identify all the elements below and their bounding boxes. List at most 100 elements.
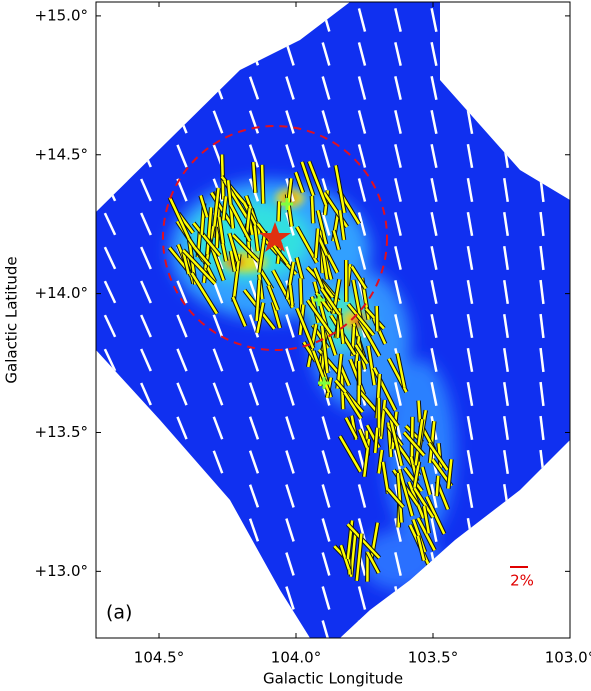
vector-segment <box>430 177 438 203</box>
vector-segment <box>307 160 328 207</box>
vector-segment <box>182 249 216 285</box>
vector-segment <box>210 191 234 227</box>
vector-segment <box>103 42 117 66</box>
vector-segment <box>357 518 367 542</box>
vector-segment <box>285 144 295 168</box>
vector-segment <box>381 461 390 494</box>
vector-segment <box>190 272 218 315</box>
vector-segment <box>435 475 440 497</box>
vector-segment <box>394 382 402 406</box>
vector-segment <box>212 586 224 610</box>
vector-segment <box>176 178 188 202</box>
vector-segment <box>539 347 545 373</box>
vector-segment <box>539 7 545 33</box>
vector-segment <box>338 435 362 473</box>
plot-frame <box>95 1 571 639</box>
vector-segment <box>466 177 474 203</box>
vector-segment <box>103 246 117 270</box>
vector-segment <box>306 299 334 336</box>
vector-segment <box>369 522 379 561</box>
vector-segment <box>285 416 295 440</box>
vector-segment <box>349 530 357 577</box>
vector-segment <box>248 416 260 440</box>
vector-segment <box>226 180 235 229</box>
vector-segment <box>176 144 188 168</box>
vector-segment <box>248 382 260 406</box>
vector-segment <box>343 392 363 420</box>
vector-segment <box>295 307 315 349</box>
vector-segment <box>140 620 152 638</box>
vector-segment <box>414 419 424 466</box>
vector-segment <box>312 350 331 393</box>
x-tick-label: 103.0° <box>545 649 591 667</box>
vector-segment <box>394 8 402 32</box>
vector-segment <box>176 76 188 100</box>
vector-segment <box>232 234 260 263</box>
y-tick-label: +14.5° <box>35 145 88 163</box>
region-circle <box>162 125 388 351</box>
vector-segment <box>466 143 474 169</box>
vector-segment <box>539 551 545 577</box>
vector-segment <box>430 619 438 638</box>
vector-segment <box>285 484 295 508</box>
vector-segment <box>394 246 402 270</box>
vector-segment <box>321 450 331 474</box>
vector-segment <box>503 381 509 407</box>
y-axis-label: Galactic Latitude <box>3 256 21 383</box>
y-tick-label: +13.0° <box>35 562 88 580</box>
vector-segment <box>176 416 188 440</box>
vector-segment <box>394 212 402 236</box>
vector-segment <box>357 484 367 508</box>
vector-segment <box>447 459 453 489</box>
vector-segment <box>212 382 224 406</box>
vector-segment <box>140 484 152 508</box>
vector-segment <box>430 75 438 101</box>
vector-segment <box>232 254 241 302</box>
vector-segment <box>103 314 117 338</box>
vector-segment <box>357 76 367 100</box>
vector-segment <box>422 505 431 534</box>
vector-segment <box>503 245 509 271</box>
vector-segment <box>285 518 295 542</box>
vector-segment <box>321 416 331 440</box>
vector-segment <box>248 484 260 508</box>
vector-segment <box>503 619 509 638</box>
vector-segment <box>316 210 328 245</box>
vector-segment <box>140 416 152 440</box>
vector-segment <box>396 472 403 523</box>
vector-segment <box>394 42 402 66</box>
vector-segment <box>206 207 213 255</box>
vector-segment <box>466 551 474 577</box>
vector-segment <box>503 551 509 577</box>
vector-segment <box>103 280 117 304</box>
vector-segment <box>310 195 315 224</box>
vector-segment <box>367 345 376 386</box>
vector-segment <box>358 319 381 357</box>
vector-segment <box>354 336 361 369</box>
vector-segment <box>103 518 117 542</box>
vector-segment <box>410 416 414 460</box>
vector-segment <box>430 347 438 373</box>
y-tick-label: +15.0° <box>35 6 88 24</box>
vector-segment <box>176 484 188 508</box>
vector-segment <box>430 7 438 33</box>
vector-segment <box>466 109 474 135</box>
vector-segment <box>168 196 190 239</box>
vector-segment <box>394 76 402 100</box>
vector-segment <box>192 222 221 257</box>
vector-segment <box>357 144 367 168</box>
vector-segment <box>425 496 446 535</box>
vector-segment <box>285 8 295 32</box>
vector-segment <box>271 301 282 329</box>
vector-segment <box>103 76 117 100</box>
vector-segment <box>466 313 474 339</box>
vector-segment <box>503 279 509 305</box>
vector-segment <box>228 232 239 262</box>
vector-segment <box>539 381 545 407</box>
scale-label: 2% <box>510 572 534 590</box>
vector-segment <box>430 109 438 135</box>
vector-segment <box>320 325 329 374</box>
vector-segment <box>295 226 318 264</box>
vector-segment <box>394 518 402 542</box>
vector-segment <box>375 306 379 332</box>
